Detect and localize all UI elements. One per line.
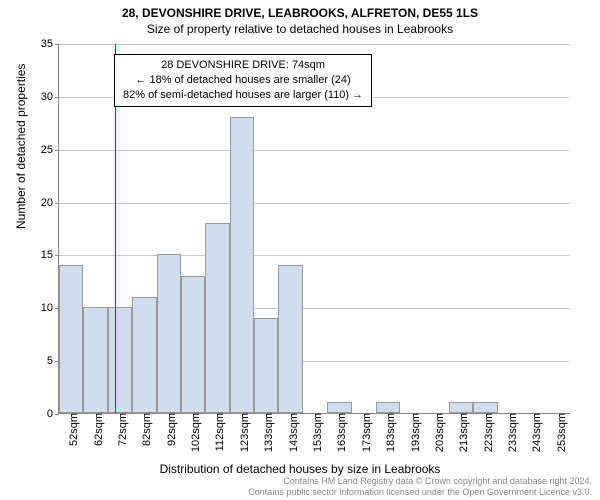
bar <box>181 276 205 413</box>
y-axis-label: Number of detached properties <box>14 64 28 229</box>
y-tick-label: 5 <box>47 355 59 367</box>
x-tick-label: 133sqm <box>257 413 275 452</box>
x-tick-label: 163sqm <box>330 413 348 452</box>
annot-line-3: 82% of semi-detached houses are larger (… <box>123 88 363 103</box>
y-tick-label: 0 <box>47 408 59 420</box>
gridline <box>59 150 570 151</box>
chart-subtitle: Size of property relative to detached ho… <box>0 20 600 36</box>
x-tick-label: 62sqm <box>87 413 105 446</box>
bar <box>205 223 229 413</box>
footer-line-2: Contains public sector information licen… <box>248 487 592 498</box>
bar <box>376 402 400 413</box>
bar <box>230 117 254 413</box>
footer-attribution: Contains HM Land Registry data © Crown c… <box>248 476 592 498</box>
footer-line-1: Contains HM Land Registry data © Crown c… <box>248 476 592 487</box>
x-tick-label: 193sqm <box>404 413 422 452</box>
x-tick-label: 143sqm <box>282 413 300 452</box>
y-tick-label: 20 <box>41 197 59 209</box>
x-tick-label: 92sqm <box>160 413 178 446</box>
x-tick-label: 72sqm <box>111 413 129 446</box>
bar <box>132 297 156 413</box>
gridline <box>59 44 570 45</box>
x-tick-label: 173sqm <box>355 413 373 452</box>
bar <box>83 307 107 413</box>
x-tick-label: 223sqm <box>477 413 495 452</box>
bar <box>449 402 473 413</box>
x-tick-label: 203sqm <box>428 413 446 452</box>
plot-area: 28 DEVONSHIRE DRIVE: 74sqm ← 18% of deta… <box>58 44 570 414</box>
x-tick-label: 82sqm <box>135 413 153 446</box>
x-tick-label: 102sqm <box>184 413 202 452</box>
gridline <box>59 255 570 256</box>
x-tick-label: 243sqm <box>525 413 543 452</box>
y-tick-label: 15 <box>41 249 59 261</box>
x-tick-label: 123sqm <box>233 413 251 452</box>
x-tick-label: 153sqm <box>306 413 324 452</box>
x-tick-label: 52sqm <box>62 413 80 446</box>
x-tick-label: 213sqm <box>452 413 470 452</box>
y-tick-label: 30 <box>41 91 59 103</box>
bar <box>59 265 83 413</box>
gridline <box>59 203 570 204</box>
annot-line-1: 28 DEVONSHIRE DRIVE: 74sqm <box>123 58 363 73</box>
y-tick-label: 35 <box>41 38 59 50</box>
x-tick-label: 253sqm <box>550 413 568 452</box>
annotation-box: 28 DEVONSHIRE DRIVE: 74sqm ← 18% of deta… <box>114 54 372 107</box>
y-tick-label: 25 <box>41 144 59 156</box>
bar <box>254 318 278 413</box>
chart-title: 28, DEVONSHIRE DRIVE, LEABROOKS, ALFRETO… <box>0 0 600 20</box>
x-axis-label: Distribution of detached houses by size … <box>0 462 600 476</box>
bar <box>108 307 132 413</box>
annot-line-2: ← 18% of detached houses are smaller (24… <box>123 73 363 88</box>
x-tick-label: 183sqm <box>379 413 397 452</box>
bar <box>327 402 351 413</box>
bar <box>157 254 181 413</box>
x-tick-label: 112sqm <box>208 413 226 451</box>
y-tick-label: 10 <box>41 302 59 314</box>
bar <box>473 402 497 413</box>
bar <box>278 265 302 413</box>
x-tick-label: 233sqm <box>501 413 519 452</box>
chart-area: 28 DEVONSHIRE DRIVE: 74sqm ← 18% of deta… <box>58 44 570 414</box>
